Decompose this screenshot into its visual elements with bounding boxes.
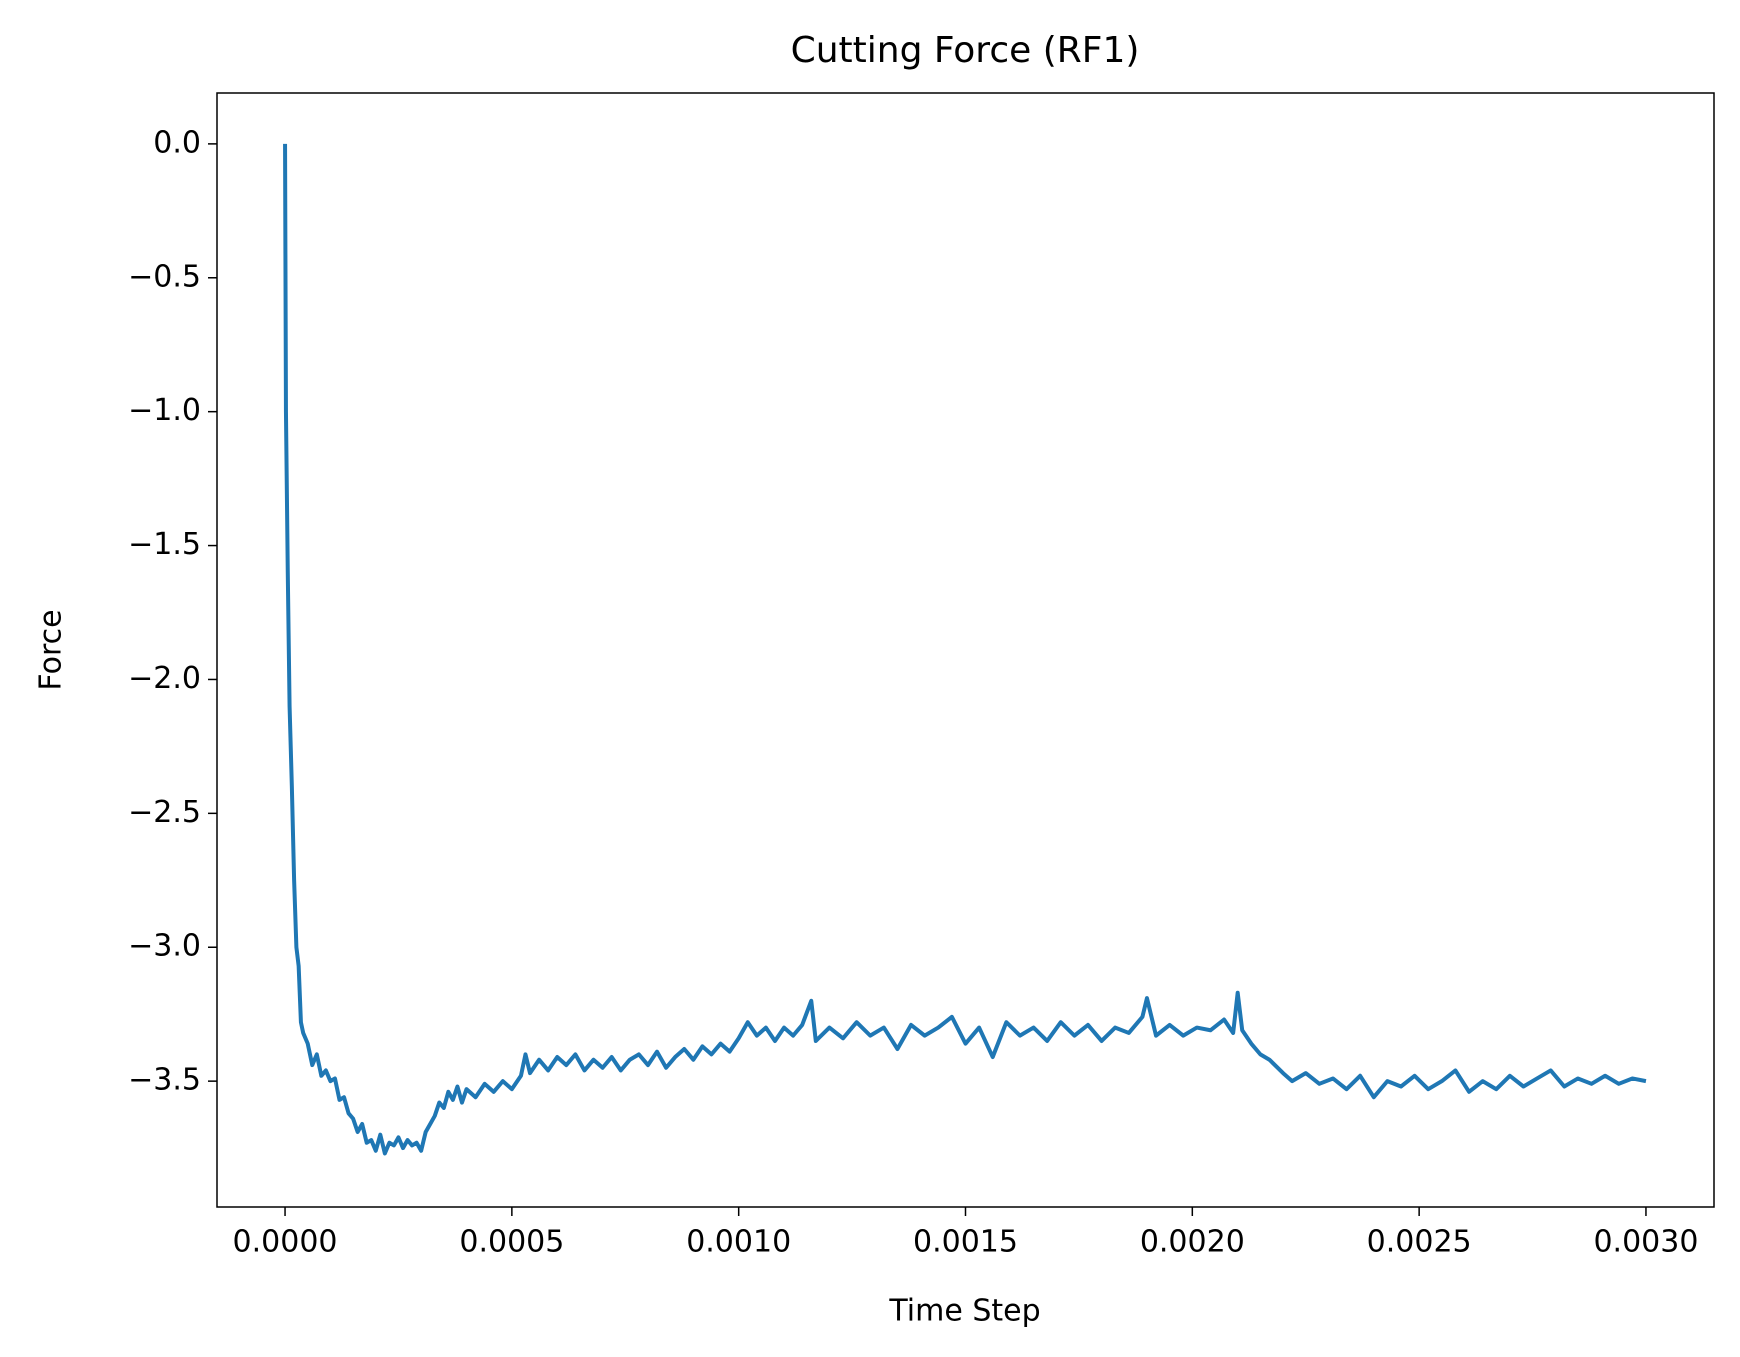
y-tick-label: −3.5 [128,1063,201,1098]
y-tick-label: −0.5 [128,259,201,294]
x-tick-label: 0.0010 [686,1225,791,1260]
y-axis-label: Force [34,609,69,690]
x-axis-label: Time Step [888,1294,1040,1329]
x-tick-label: 0.0030 [1593,1225,1698,1260]
plot-frame [216,92,1715,1208]
x-tick-label: 0.0020 [1140,1225,1245,1260]
x-tick-label: 0.0005 [459,1225,564,1260]
data-line [283,143,1647,1156]
y-tick-label: −2.5 [128,795,201,830]
x-tick-label: 0.0000 [233,1225,338,1260]
y-tick-label: −3.0 [128,929,201,964]
y-tick-label: −2.0 [128,661,201,696]
x-tick-label: 0.0025 [1367,1225,1472,1260]
y-tick-label: −1.5 [128,527,201,562]
x-tick-label: 0.0015 [913,1225,1018,1260]
y-tick-label: 0.0 [153,125,201,160]
chart-title: Cutting Force (RF1) [791,30,1140,71]
y-tick-label: −1.0 [128,393,201,428]
